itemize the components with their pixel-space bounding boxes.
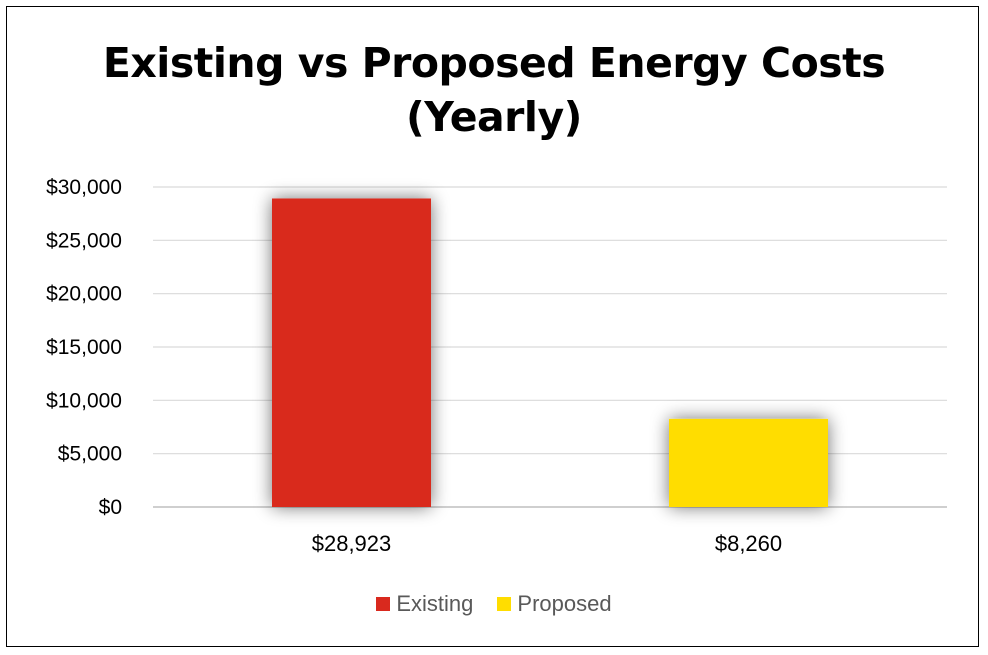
y-tick-label: $25,000 (46, 229, 122, 252)
chart-border (6, 6, 979, 647)
y-tick-label: $10,000 (46, 389, 122, 412)
legend-swatch-proposed (497, 597, 512, 611)
legend-item-proposed: Proposed (497, 591, 612, 617)
legend-item-existing: Existing (376, 591, 473, 617)
bar-proposed (669, 418, 828, 507)
y-tick-label: $0 (99, 496, 122, 519)
y-tick-label: $20,000 (46, 283, 122, 306)
y-tick-label: $30,000 (46, 176, 122, 199)
chart-title: Existing vs Proposed Energy Costs (Yearl… (0, 36, 988, 144)
legend: Existing Proposed (0, 591, 988, 617)
bar-existing (272, 198, 431, 507)
chart-title-line-2: (Yearly) (406, 93, 582, 141)
y-tick-label: $5,000 (58, 443, 122, 466)
legend-label-existing: Existing (396, 591, 474, 616)
y-tick-label: $15,000 (46, 336, 122, 359)
chart-title-line-1: Existing vs Proposed Energy Costs (102, 39, 886, 87)
legend-label-proposed: Proposed (517, 591, 612, 616)
legend-swatch-existing (376, 597, 391, 611)
x-category-label: $28,923 (312, 531, 392, 556)
x-category-label: $8,260 (715, 531, 782, 556)
